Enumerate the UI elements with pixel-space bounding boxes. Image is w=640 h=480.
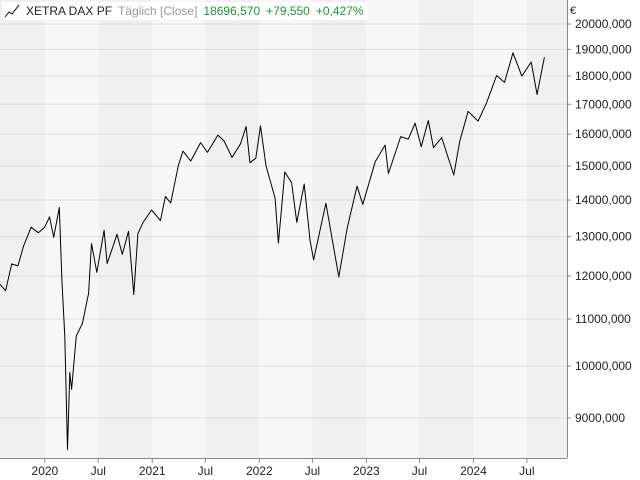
y-tick-label: 18000,000: [575, 69, 632, 83]
y-tick-label: 12000,000: [575, 269, 632, 283]
y-tick-label: 13000,000: [575, 230, 632, 244]
time-band: [366, 0, 420, 458]
time-band: [205, 0, 260, 458]
last-price: 18696,570: [203, 4, 261, 18]
y-tick-label: 11000,000: [575, 312, 631, 326]
x-tick-label: Jul: [305, 464, 320, 478]
price-line: [0, 52, 545, 451]
time-band: [259, 0, 313, 458]
x-tick-label: 2021: [139, 464, 166, 478]
x-tick-label: 2020: [32, 464, 59, 478]
y-tick-label: 19000,000: [575, 42, 632, 56]
chart-legend: XETRA DAX PF Täglich [Close] 18696,570 +…: [2, 2, 368, 20]
price-change-percent: +0,427%: [315, 4, 364, 18]
time-band: [0, 0, 45, 458]
time-band: [152, 0, 206, 458]
y-tick-label: 16000,000: [575, 127, 632, 141]
x-tick-label: 2024: [460, 464, 487, 478]
y-tick-label: 9000,000: [575, 411, 625, 425]
time-band: [98, 0, 153, 458]
time-band: [419, 0, 474, 458]
x-tick-label: Jul: [519, 464, 534, 478]
line-chart-icon: [4, 4, 20, 18]
y-tick-label: 15000,000: [575, 159, 632, 173]
currency-label: €: [570, 5, 576, 17]
x-tick-label: 2022: [246, 464, 273, 478]
y-tick-label: 14000,000: [575, 193, 632, 207]
y-tick-label: 20000,000: [575, 17, 632, 31]
x-tick-label: Jul: [198, 464, 213, 478]
x-tick-label: Jul: [412, 464, 427, 478]
y-tick-label: 10000,000: [575, 359, 632, 373]
x-tick-label: Jul: [91, 464, 106, 478]
x-tick-label: 2023: [353, 464, 380, 478]
period-label: Täglich [Close]: [118, 4, 198, 18]
price-change: +79,550: [266, 4, 310, 18]
instrument-name: XETRA DAX PF: [26, 4, 113, 18]
y-tick-label: 17000,000: [575, 97, 632, 111]
